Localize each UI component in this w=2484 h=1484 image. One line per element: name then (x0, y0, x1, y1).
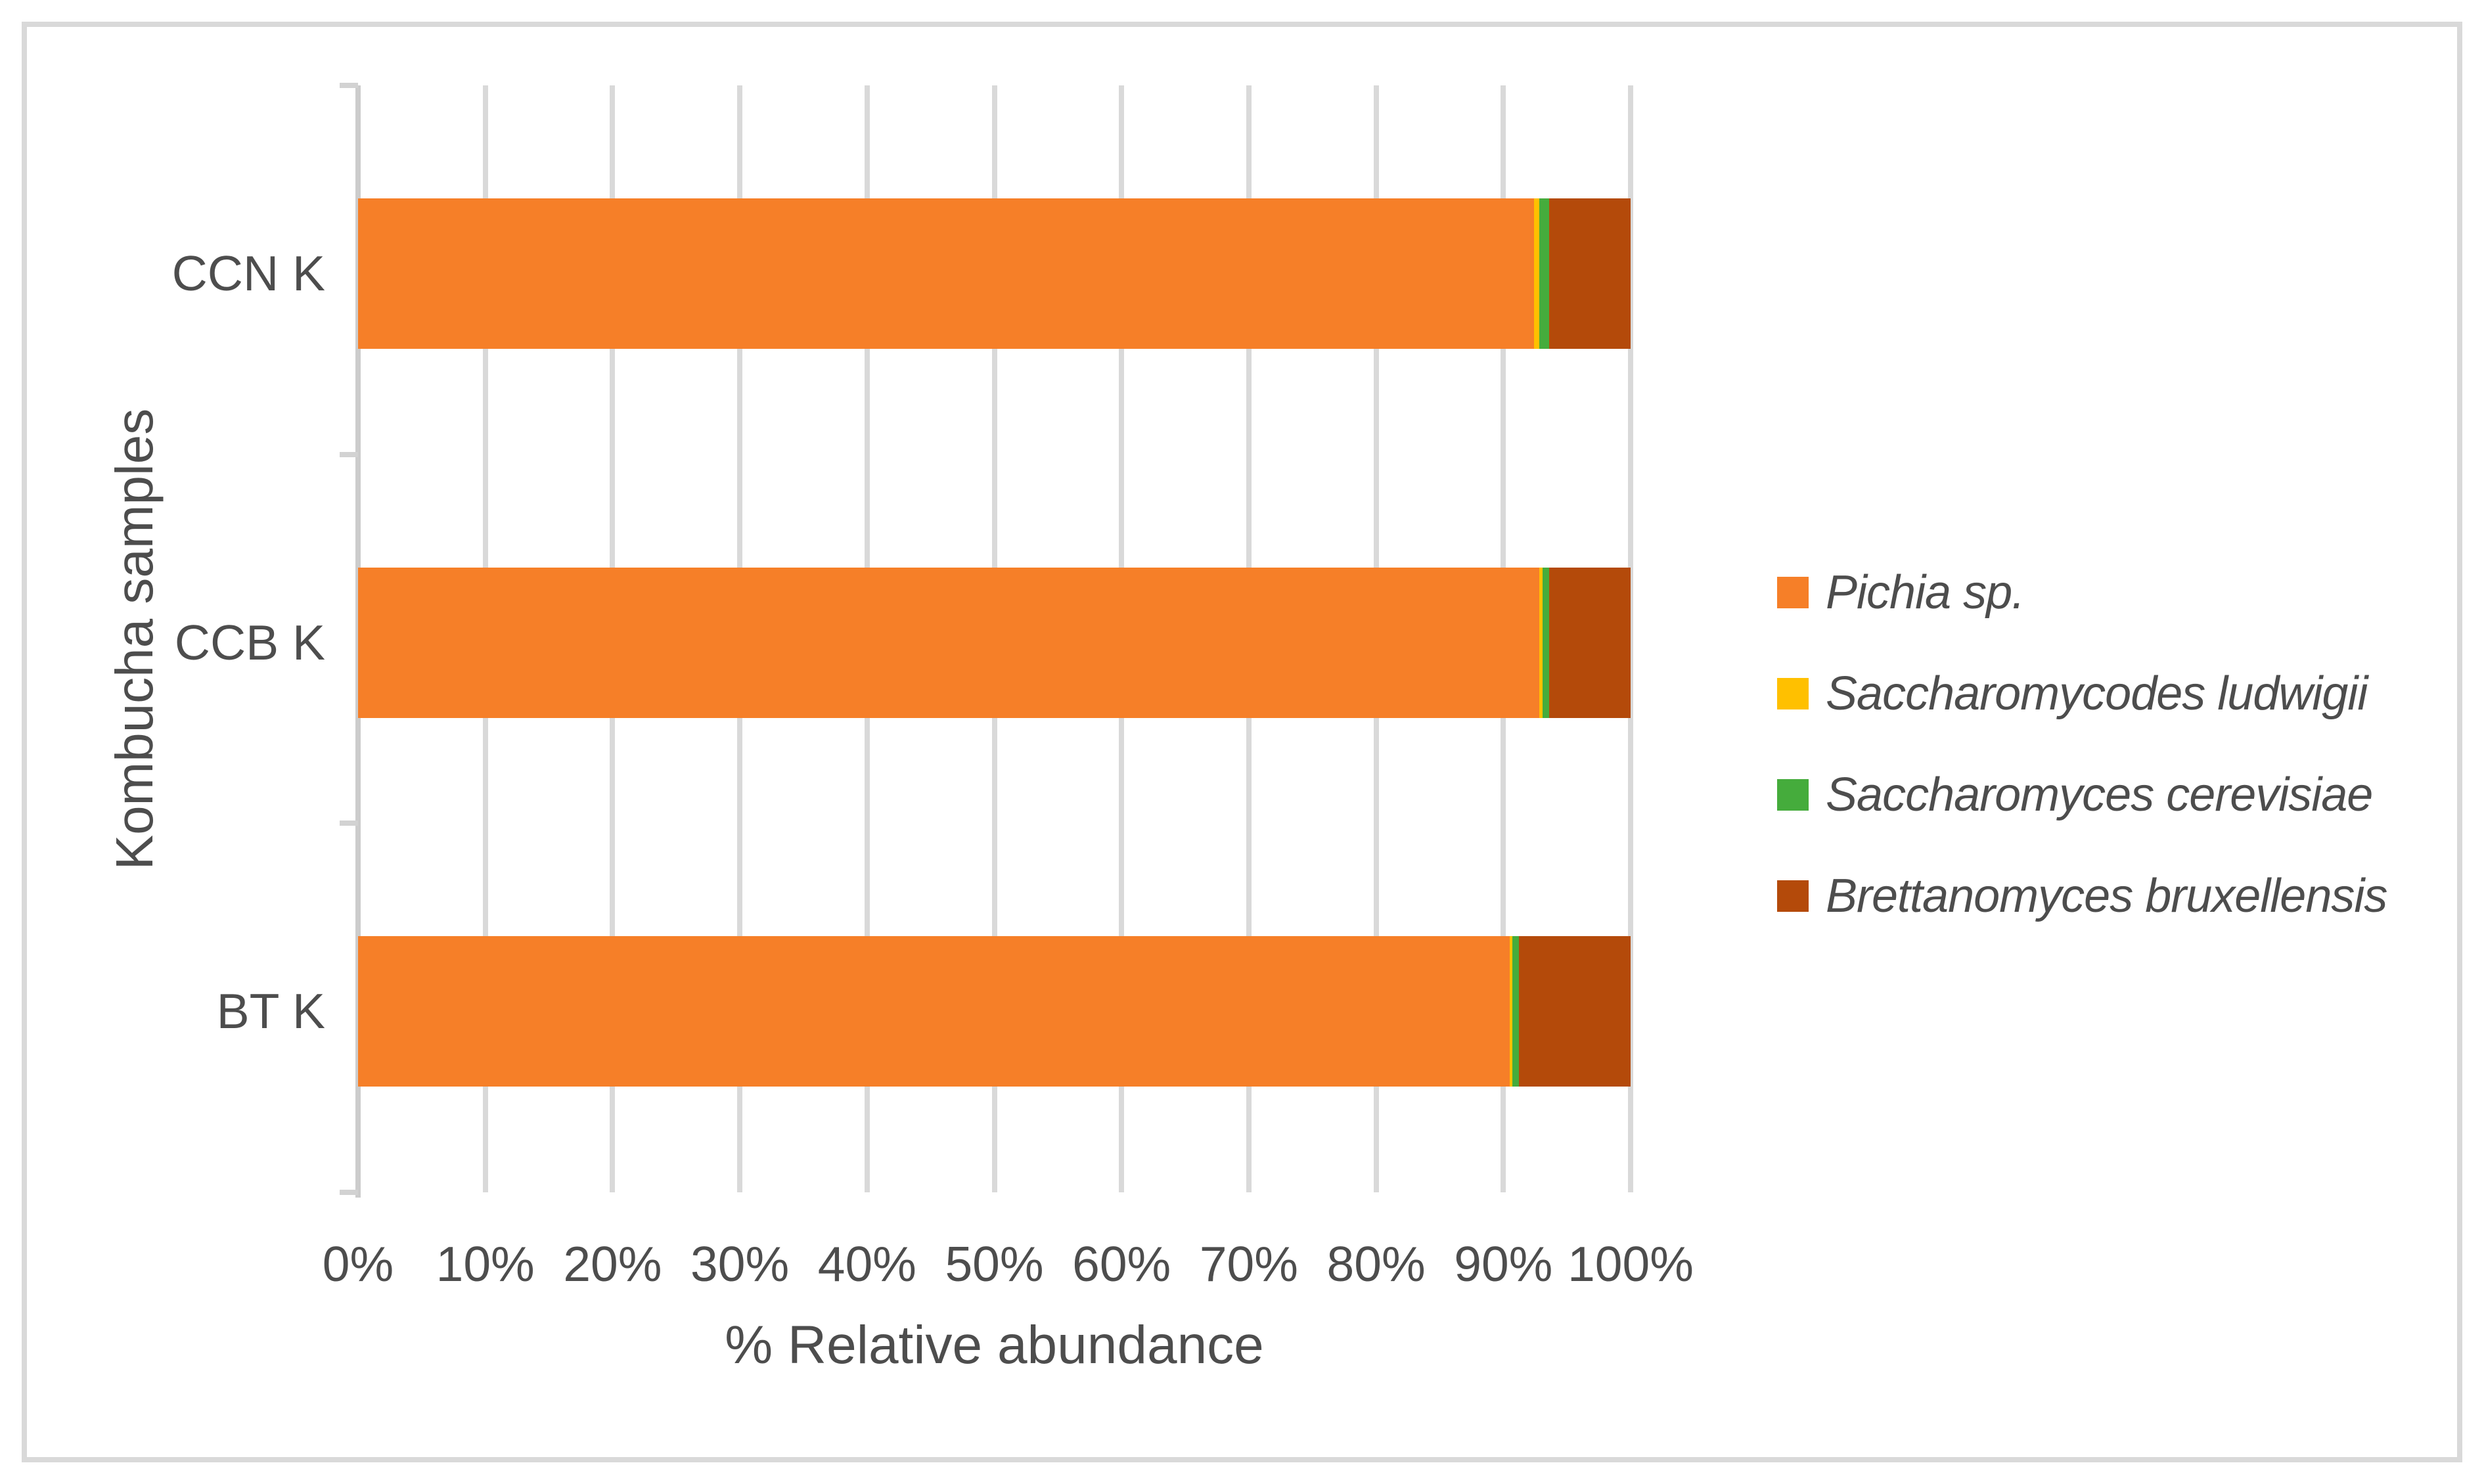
bar-segment-brettanomyces-bruxellensis (1549, 567, 1631, 718)
x-tick-label-20: 20% (563, 1236, 662, 1292)
x-tick-label-80: 80% (1326, 1236, 1426, 1292)
bar-segment-saccharomyces-cerevisiae (1539, 198, 1549, 349)
axis-tick (340, 1190, 358, 1195)
bar-segment-saccharomyces-cerevisiae (1512, 936, 1519, 1087)
x-tick-label-50: 50% (945, 1236, 1044, 1292)
x-tick-label-30: 30% (690, 1236, 790, 1292)
bar-ccn-k (358, 198, 1631, 349)
bar-segment-saccharomycodes-ludwigii (1509, 936, 1512, 1087)
bar-bt-k (358, 936, 1631, 1087)
legend-label-brettanomyces-bruxellensis: Brettanomyces bruxellensis (1826, 870, 2387, 922)
axis-tick (340, 451, 358, 457)
bar-segment-pichia-sp (358, 936, 1510, 1087)
legend-item-saccharomycodes-ludwigii: Saccharomycodes ludwigii (1777, 664, 2368, 723)
legend-label-pichia-sp: Pichia sp. (1826, 566, 2025, 619)
gridline (1628, 85, 1633, 1192)
bar-segment-brettanomyces-bruxellensis (1549, 198, 1631, 349)
legend-item-saccharomyces-cerevisiae: Saccharomyces cerevisiae (1777, 765, 2373, 824)
bar-segment-saccharomycodes-ludwigii (1533, 198, 1539, 349)
legend-item-pichia-sp: Pichia sp. (1777, 563, 2025, 622)
x-tick-label-10: 10% (436, 1236, 535, 1292)
legend-item-brettanomyces-bruxellensis: Brettanomyces bruxellensis (1777, 866, 2387, 926)
legend-swatch-pichia-sp (1777, 577, 1809, 608)
bar-segment-pichia-sp (358, 567, 1539, 718)
legend-swatch-saccharomycodes-ludwigii (1777, 678, 1809, 709)
figure-border (22, 22, 2462, 1462)
axis-tick (340, 821, 358, 826)
bar-segment-pichia-sp (358, 198, 1534, 349)
category-label-ccn-k: CCN K (171, 246, 325, 301)
legend-swatch-saccharomyces-cerevisiae (1777, 779, 1809, 811)
category-label-bt-k: BT K (216, 983, 325, 1039)
legend-label-saccharomyces-cerevisiae: Saccharomyces cerevisiae (1826, 769, 2373, 821)
x-tick-label-0: 0% (322, 1236, 394, 1292)
x-tick-label-40: 40% (817, 1236, 916, 1292)
x-tick-label-60: 60% (1072, 1236, 1171, 1292)
x-tick-label-90: 90% (1454, 1236, 1553, 1292)
bar-segment-brettanomyces-bruxellensis (1518, 936, 1631, 1087)
legend-swatch-brettanomyces-bruxellensis (1777, 880, 1809, 912)
x-tick-label-100: 100% (1568, 1236, 1694, 1292)
axis-tick (340, 83, 358, 88)
category-label-ccb-k: CCB K (174, 614, 325, 670)
bar-segment-saccharomycodes-ludwigii (1539, 567, 1543, 718)
legend-label-saccharomycodes-ludwigii: Saccharomycodes ludwigii (1826, 667, 2368, 720)
bar-ccb-k (358, 567, 1631, 718)
x-tick-label-70: 70% (1199, 1236, 1298, 1292)
bar-segment-saccharomyces-cerevisiae (1543, 567, 1549, 718)
x-axis-title: % Relative abundance (725, 1315, 1264, 1375)
